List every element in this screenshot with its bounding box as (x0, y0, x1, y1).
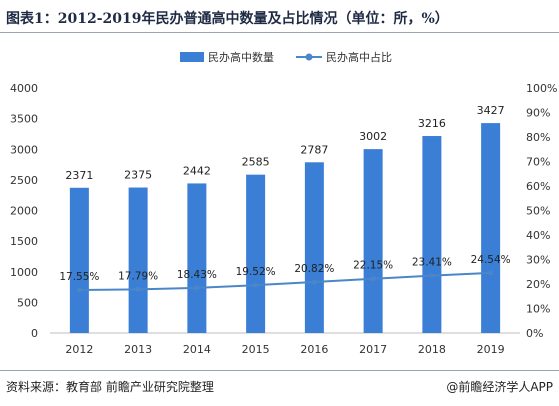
share-point (135, 286, 141, 292)
x-tick-label: 2012 (65, 343, 93, 356)
y2-tick-label: 100% (526, 82, 557, 95)
y-tick-label: 2000 (10, 205, 38, 218)
share-value-label: 23.41% (412, 257, 452, 269)
bar (187, 183, 207, 333)
bar (363, 149, 383, 333)
share-point (370, 276, 376, 282)
y-tick-label: 3000 (10, 143, 38, 156)
bar-value-label: 3427 (477, 104, 505, 117)
share-value-label: 17.55% (59, 271, 99, 283)
bar-value-label: 3002 (359, 130, 387, 143)
bar-value-label: 2585 (242, 156, 270, 169)
share-value-label: 20.82% (294, 263, 334, 275)
bar-value-label: 2787 (300, 143, 328, 156)
y2-tick-label: 50% (526, 205, 550, 218)
bar-value-label: 2375 (124, 169, 152, 182)
legend: 民办高中数量 民办高中占比 (180, 50, 392, 64)
bar (422, 136, 442, 333)
share-point (429, 273, 435, 279)
y-tick-label: 1000 (10, 266, 38, 279)
y-tick-label: 500 (17, 296, 38, 309)
x-tick-label: 2016 (300, 343, 328, 356)
y2-tick-label: 90% (526, 107, 550, 120)
legend-line-marker (305, 53, 313, 61)
legend-bar-label: 民办高中数量 (208, 50, 274, 64)
combo-chart: 民办高中数量 民办高中占比 0 500 1000 1500 2000 2500 3000 35… (10, 50, 557, 356)
y2-tick-label: 70% (526, 156, 550, 169)
y2-tick-label: 60% (526, 180, 550, 193)
x-tick-label: 2017 (359, 343, 387, 356)
share-value-label: 19.52% (236, 266, 276, 278)
y2-tick-label: 0% (526, 327, 543, 340)
y-tick-label: 0 (31, 327, 38, 340)
y2-tick-label: 10% (526, 303, 550, 316)
share-point (194, 285, 200, 291)
x-tick-label: 2013 (124, 343, 152, 356)
source-note: 资料来源：教育部 前瞻产业研究院整理 (6, 380, 214, 394)
share-value-label: 17.79% (118, 270, 158, 282)
y2-tick-label: 30% (526, 254, 550, 267)
share-point (488, 270, 494, 276)
title-divider (0, 32, 559, 33)
bar-value-label: 2371 (65, 169, 93, 182)
y-tick-label: 2500 (10, 174, 38, 187)
share-point (311, 279, 317, 285)
share-point (76, 287, 82, 293)
bar (304, 162, 324, 333)
y2-tick-label: 80% (526, 131, 550, 144)
x-tick-label: 2018 (418, 343, 446, 356)
bar (128, 187, 148, 333)
y2-tick-label: 40% (526, 229, 550, 242)
bar (69, 187, 89, 333)
bar-value-label: 2442 (183, 164, 211, 177)
x-tick-label: 2019 (477, 343, 505, 356)
y-tick-label: 4000 (10, 82, 38, 95)
legend-line-label: 民办高中占比 (326, 50, 392, 64)
y2-tick-label: 20% (526, 278, 550, 291)
bar (481, 123, 501, 333)
credit-note: @前瞻经济学人APP (446, 380, 553, 394)
footer-divider (0, 370, 559, 371)
bar-value-label: 3216 (418, 117, 446, 130)
y-tick-label: 1500 (10, 235, 38, 248)
x-tick-label: 2015 (242, 343, 270, 356)
share-value-label: 24.54% (471, 254, 511, 266)
x-tick-label: 2014 (183, 343, 211, 356)
chart-title: 图表1：2012-2019年民办普通高中数量及占比情况（单位：所，%） (6, 11, 449, 27)
share-value-label: 22.15% (353, 260, 393, 272)
share-line (79, 271, 491, 292)
bar (246, 174, 266, 333)
share-point (253, 282, 259, 288)
y-tick-label: 3500 (10, 113, 38, 126)
share-value-label: 18.43% (177, 269, 217, 281)
legend-bar-swatch (180, 52, 204, 62)
